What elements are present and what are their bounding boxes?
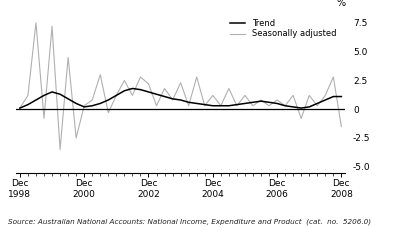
Text: %: % [336, 0, 345, 8]
Legend: Trend, Seasonally adjusted: Trend, Seasonally adjusted [228, 17, 338, 40]
Text: Source: Australian National Accounts: National Income, Expenditure and Product  : Source: Australian National Accounts: Na… [8, 218, 371, 225]
